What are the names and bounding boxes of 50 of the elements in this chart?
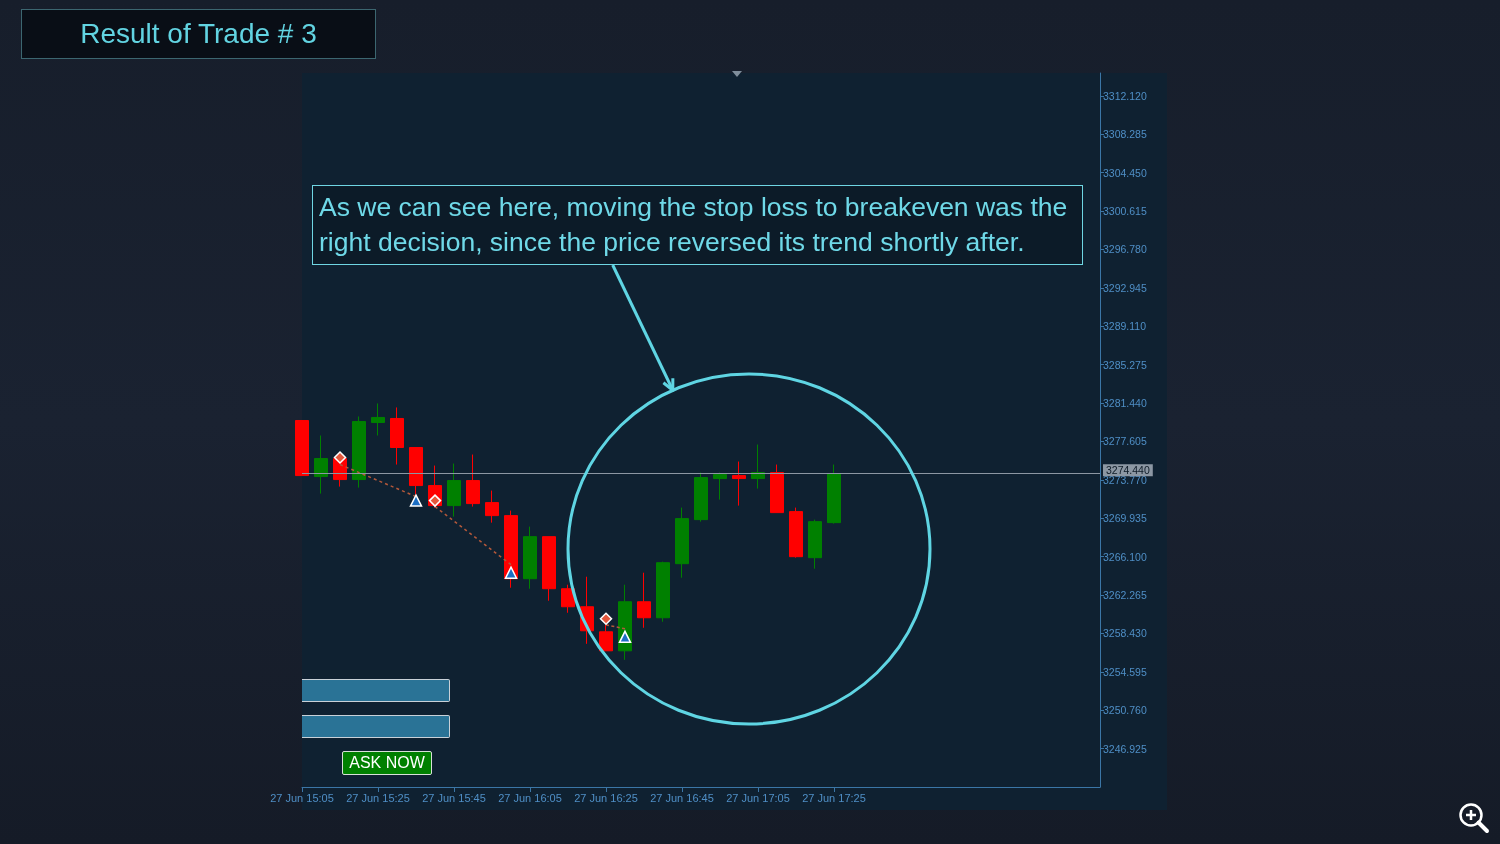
x-tick-label: 27 Jun 17:25 bbox=[802, 791, 866, 804]
y-tick-label: 3277.605 bbox=[1103, 435, 1147, 448]
y-tick-label: 3246.925 bbox=[1103, 742, 1147, 755]
candlestick bbox=[751, 444, 765, 490]
y-tick-label: 3308.285 bbox=[1103, 128, 1147, 141]
candlestick bbox=[314, 435, 328, 495]
y-tick-label: 3269.935 bbox=[1103, 512, 1147, 525]
candlestick bbox=[827, 464, 841, 525]
candlestick bbox=[390, 406, 404, 466]
y-tick-label: 3258.430 bbox=[1103, 627, 1147, 640]
candlestick bbox=[295, 419, 309, 477]
candlestick bbox=[542, 536, 556, 602]
candlestick bbox=[485, 490, 499, 524]
chart-title: Result of Trade # 3 bbox=[21, 9, 376, 59]
x-tick-label: 27 Jun 15:05 bbox=[270, 791, 334, 804]
candlestick bbox=[808, 519, 822, 570]
candlestick bbox=[789, 507, 803, 559]
y-tick-label: 3250.760 bbox=[1103, 704, 1147, 717]
x-tick-label: 27 Jun 15:45 bbox=[422, 791, 486, 804]
candlestick bbox=[694, 472, 708, 523]
y-tick-label: 3281.440 bbox=[1103, 397, 1147, 410]
y-tick-label: 3262.265 bbox=[1103, 589, 1147, 602]
candlestick bbox=[352, 415, 366, 489]
candlestick bbox=[637, 572, 651, 629]
ref-line-label: 3274.440 bbox=[1106, 464, 1150, 477]
annotation: As we can see here, moving the stop loss to breakeven was the right decision, since the price reversed its trend shortly after. bbox=[312, 185, 1083, 265]
y-tick-label: 3312.120 bbox=[1103, 89, 1147, 102]
candlestick bbox=[371, 402, 385, 437]
x-tick-label: 27 Jun 15:25 bbox=[346, 791, 410, 804]
y-tick-label: 3292.945 bbox=[1103, 281, 1147, 294]
y-tick-label: 3285.275 bbox=[1103, 358, 1147, 371]
x-tick-label: 27 Jun 16:45 bbox=[650, 791, 714, 804]
y-tick-label: 3266.100 bbox=[1103, 550, 1147, 563]
candlestick bbox=[656, 561, 670, 623]
y-tick-label: 3300.615 bbox=[1103, 205, 1147, 218]
candlestick bbox=[466, 454, 480, 508]
candlestick bbox=[732, 461, 746, 507]
y-tick-label: 3304.450 bbox=[1103, 166, 1147, 179]
y-tick-label: 3254.595 bbox=[1103, 665, 1147, 678]
candlestick bbox=[713, 472, 727, 501]
y-tick-label: 3289.110 bbox=[1103, 320, 1147, 333]
x-tick-label: 27 Jun 17:05 bbox=[726, 791, 790, 804]
candlestick bbox=[523, 526, 537, 590]
candlestick bbox=[675, 507, 689, 579]
candlestick bbox=[447, 463, 461, 518]
button: ASK NOW bbox=[342, 751, 432, 775]
candlestick bbox=[770, 464, 784, 514]
y-tick-label: 3296.780 bbox=[1103, 243, 1147, 256]
x-tick-label: 27 Jun 16:05 bbox=[498, 791, 562, 804]
x-tick-label: 27 Jun 16:25 bbox=[574, 791, 638, 804]
